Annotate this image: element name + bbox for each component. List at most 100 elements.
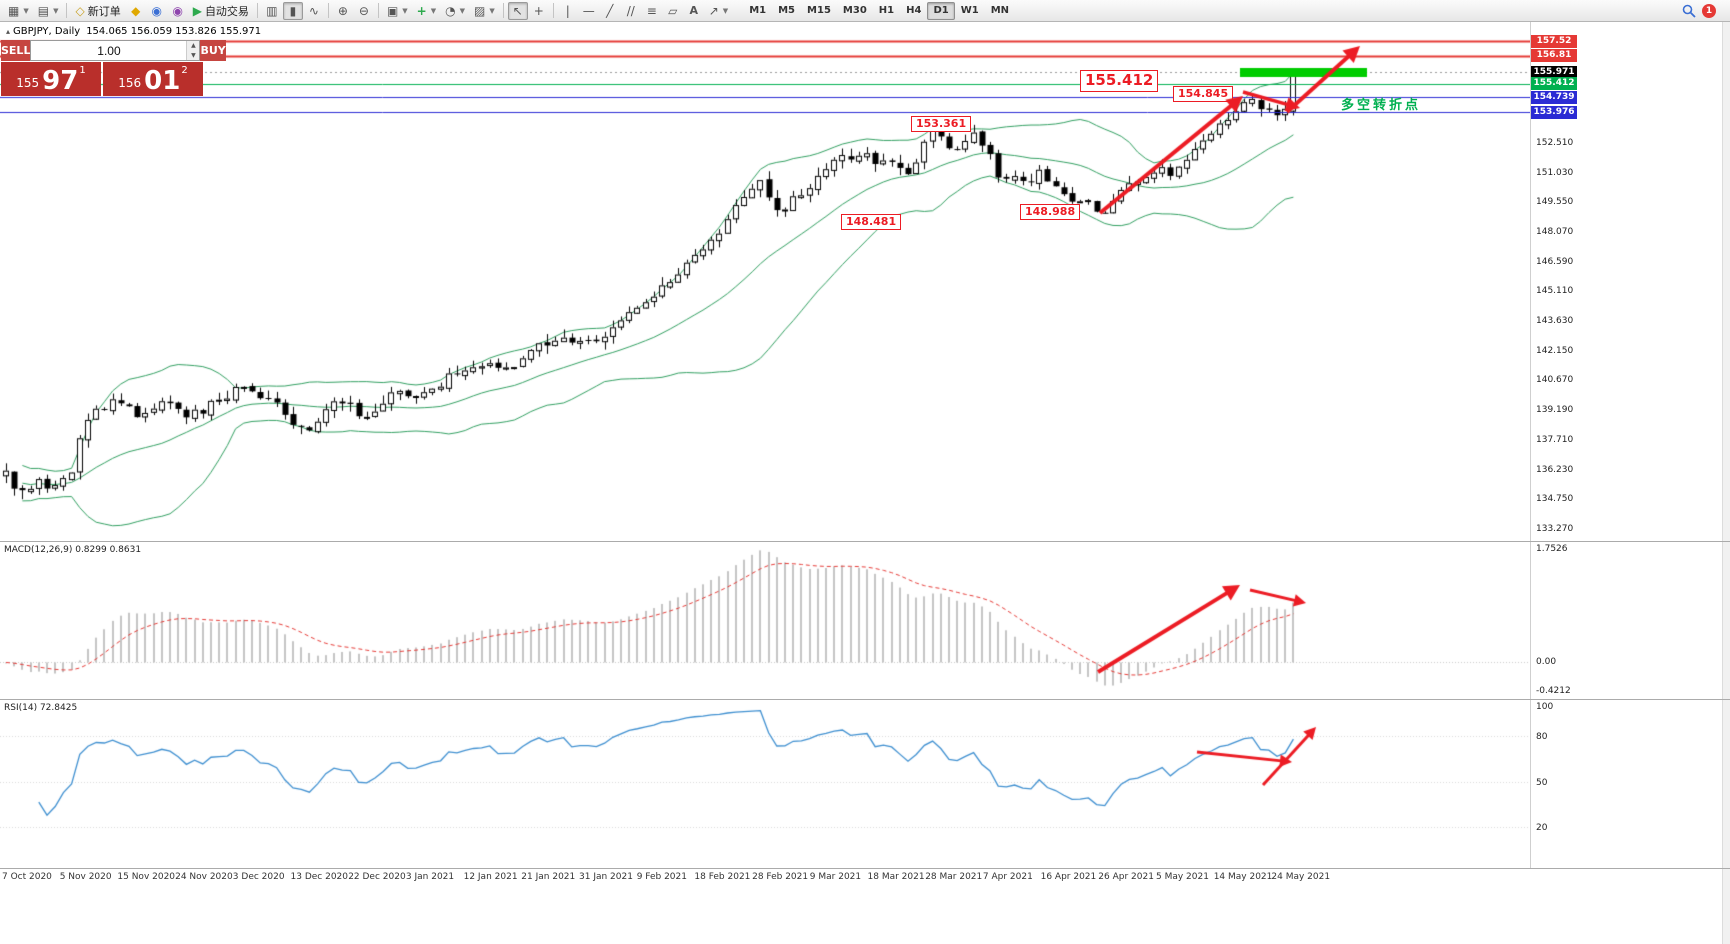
price-annotation-label[interactable]: 148.481 <box>841 214 902 231</box>
sell-price-display[interactable]: 155 97 1 <box>1 62 101 96</box>
arrows-tool-button[interactable]: ↗ ▼ <box>705 2 732 20</box>
ask-pips: 01 <box>144 65 181 96</box>
sell-button[interactable]: SELL <box>1 40 31 61</box>
chart-symbol-title: ▴ GBPJPY, Daily 154.065 156.059 153.826 15… <box>6 26 261 37</box>
one-click-toggle-icon[interactable]: ▴ <box>6 27 11 36</box>
periods-button[interactable]: ◔ ▼ <box>441 2 469 20</box>
date-label: 28 Feb 2021 <box>752 872 809 882</box>
indicators-button[interactable]: + ▼ <box>413 2 440 20</box>
timeframe-toolbar: M1 M5 M15 M30 H1 H4 D1 W1 MN <box>743 1 1015 20</box>
clock-icon: ◔ <box>445 3 456 18</box>
search-icon[interactable] <box>1682 4 1696 18</box>
time-axis[interactable]: 7 Oct 2020 5 Nov 2020 15 Nov 2020 24 Nov 20… <box>0 869 1730 889</box>
price-tick-label: 143.630 <box>1536 316 1574 327</box>
date-label: 18 Mar 2021 <box>867 872 925 882</box>
timeframe-button-m30[interactable]: M30 <box>842 5 867 16</box>
chevron-down-icon: ▼ <box>459 6 465 15</box>
price-annotation-label[interactable]: 148.988 <box>1020 204 1081 221</box>
volume-increase-button[interactable]: ▲ <box>187 41 200 51</box>
date-label: 22 Dec 2020 <box>348 872 406 882</box>
vertical-line-tool-button[interactable]: | <box>558 2 578 20</box>
tile-windows-button[interactable]: ▣ ▼ <box>383 2 412 20</box>
date-label: 9 Mar 2021 <box>809 872 862 882</box>
volume-field: ▲ ▼ <box>30 40 201 61</box>
rsi-panel-canvas[interactable] <box>0 700 1530 867</box>
text-tool-button[interactable]: A <box>684 2 704 20</box>
chevron-down-icon: ▼ <box>402 6 408 15</box>
main-chart-canvas[interactable] <box>0 22 1530 541</box>
profiles-button[interactable]: ▤ ▼ <box>34 2 63 20</box>
timeframe-button-m1[interactable]: M1 <box>749 5 767 16</box>
trendline-tool-button[interactable]: ╱ <box>600 2 620 20</box>
price-marker-label: 157.52 <box>1531 34 1577 48</box>
horizontal-line-icon: — <box>582 3 595 18</box>
ohlc-values: 154.065 156.059 153.826 155.971 <box>86 26 262 37</box>
chevron-down-icon: ▼ <box>23 6 29 15</box>
date-label: 16 Apr 2021 <box>1040 872 1097 882</box>
metaeditor-button[interactable]: ◆ <box>126 2 146 20</box>
panel-separator[interactable] <box>0 541 1730 542</box>
date-label: 13 Dec 2020 <box>290 872 349 882</box>
timeframe-button-d1[interactable]: D1 <box>927 1 955 20</box>
date-label: 5 May 2021 <box>1156 872 1209 882</box>
new-order-button[interactable]: ◇ 新订单 <box>71 2 124 20</box>
price-tick-label: 149.550 <box>1536 197 1574 208</box>
price-tick-label: 142.150 <box>1536 345 1574 356</box>
one-click-trading-panel: SELL ▲ ▼ BUY 155 97 1 156 01 2 <box>1 40 226 96</box>
horizontal-line-tool-button[interactable]: — <box>579 2 599 20</box>
price-annotation-label[interactable]: 155.412 <box>1080 70 1159 92</box>
macd-axis-label: 0.00 <box>1536 657 1557 668</box>
zoom-in-button[interactable]: ⊕ <box>333 2 353 20</box>
symbol-period-label: GBPJPY, Daily <box>13 26 81 37</box>
volume-decrease-button[interactable]: ▼ <box>187 50 200 60</box>
timeframe-button-w1[interactable]: W1 <box>960 5 979 16</box>
bar-chart-mode-button[interactable]: ▥ <box>262 2 282 20</box>
crosshair-tool-button[interactable]: + <box>529 2 549 20</box>
community-icon: ◉ <box>172 3 183 18</box>
buy-button[interactable]: BUY <box>200 40 226 61</box>
terminal-button[interactable]: ◉ <box>147 2 167 20</box>
price-marker-label: 153.976 <box>1531 105 1577 119</box>
buy-price-display[interactable]: 156 01 2 <box>103 62 203 96</box>
community-button[interactable]: ◉ <box>168 2 188 20</box>
timeframe-button-h4[interactable]: H4 <box>906 5 922 16</box>
rsi-axis-label: 100 <box>1536 702 1554 712</box>
panel-separator[interactable] <box>0 699 1730 700</box>
timeframe-button-mn[interactable]: MN <box>990 5 1010 16</box>
bid-big-figure: 155 <box>16 76 40 90</box>
cursor-tool-button[interactable]: ↖ <box>507 1 528 20</box>
zoom-out-button[interactable]: ⊖ <box>354 2 374 20</box>
timeframe-button-m15[interactable]: M15 <box>807 5 831 16</box>
chevron-down-icon: ▼ <box>489 6 495 15</box>
volume-input[interactable] <box>31 41 187 60</box>
date-label: 14 May 2021 <box>1213 872 1273 882</box>
zoom-out-icon: ⊖ <box>358 3 369 18</box>
macd-axis-label: -0.4212 <box>1536 686 1571 696</box>
macd-panel-canvas[interactable] <box>0 542 1530 698</box>
channel-tool-button[interactable]: // <box>621 2 641 20</box>
line-chart-mode-button[interactable]: ∿ <box>304 2 324 20</box>
candlestick-mode-button[interactable]: ▮ <box>282 1 303 20</box>
autotrading-button[interactable]: ▶ 自动交易 <box>189 2 253 20</box>
timeframe-button-m5[interactable]: M5 <box>778 5 796 16</box>
rsi-axis-label: 20 <box>1536 822 1548 833</box>
indicators-plus-icon: + <box>416 3 427 18</box>
shapes-icon: ▱ <box>668 3 678 18</box>
price-annotation-label[interactable]: 154.845 <box>1173 86 1234 103</box>
price-annotation-label[interactable]: 153.361 <box>911 116 972 133</box>
date-label: 21 Jan 2021 <box>521 872 576 882</box>
shapes-tool-button[interactable]: ▱ <box>663 2 683 20</box>
date-label: 26 Apr 2021 <box>1098 872 1154 882</box>
notification-badge[interactable]: 1 <box>1702 3 1716 18</box>
templates-button[interactable]: ▨ ▼ <box>470 2 499 20</box>
timeframe-button-h1[interactable]: H1 <box>878 5 895 16</box>
new-chart-button[interactable]: ▦ ▼ <box>4 2 33 20</box>
toolbar: ▦ ▼ ▤ ▼ ◇ 新订单 ◆ ◉ ◉ ▶ 自动交易 ▥ ▮ ∿ ⊕ ⊖ ▣ ▼ + ▼ ◔… <box>0 0 1730 22</box>
fibonacci-tool-button[interactable]: ≡ <box>642 2 662 20</box>
vertical-scrollbar[interactable] <box>1722 22 1730 944</box>
arrow-tool-icon: ↗ <box>708 3 719 18</box>
date-label: 3 Jan 2021 <box>405 872 455 882</box>
date-label: 3 Dec 2020 <box>232 872 285 882</box>
turning-point-note[interactable]: 多空转折点 <box>1341 98 1422 113</box>
toolbar-separator <box>66 3 68 18</box>
